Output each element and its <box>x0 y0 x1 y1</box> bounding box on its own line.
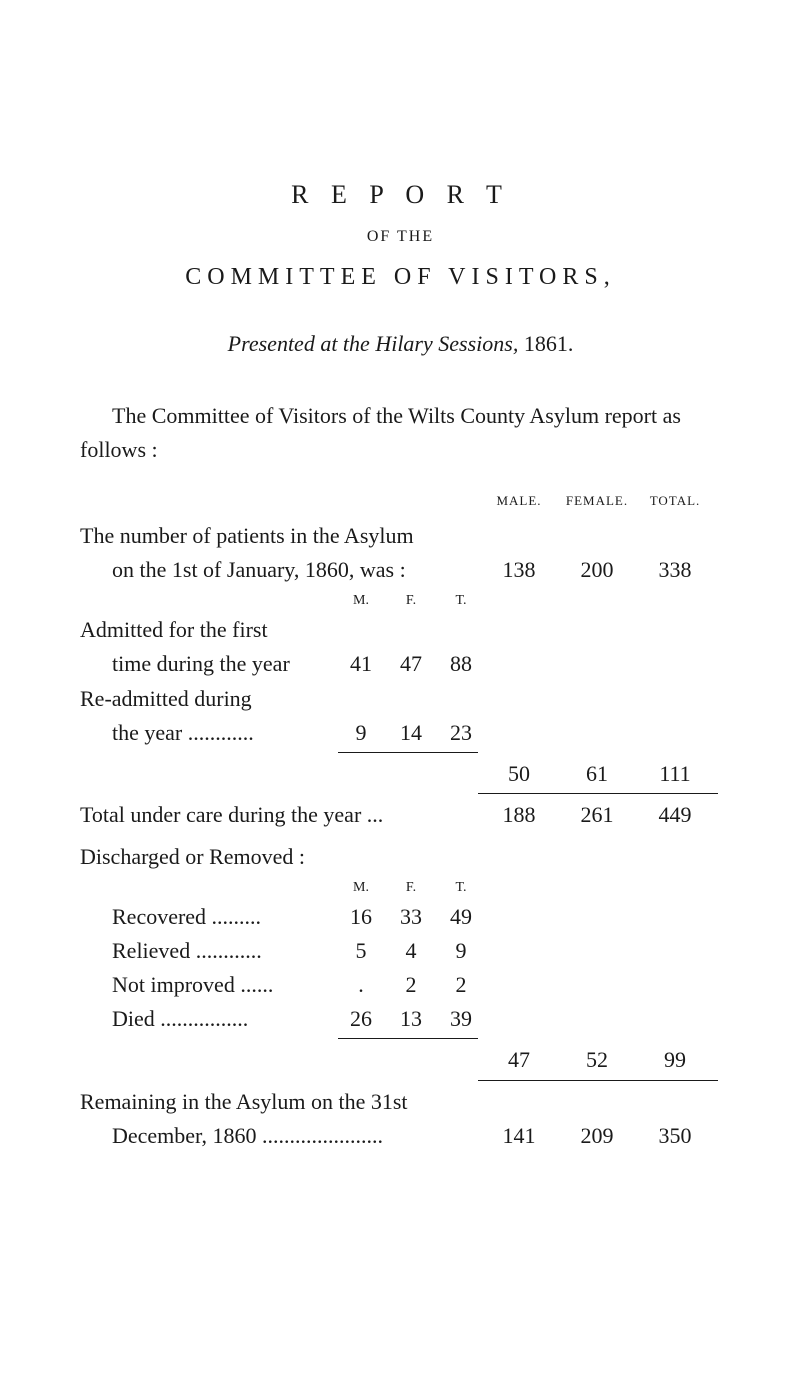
relieved-f: 4 <box>386 934 436 968</box>
admitted-m: 41 <box>336 647 386 681</box>
not-improved-t: 2 <box>436 968 486 1002</box>
remaining-row: December, 1860 ...................... 14… <box>80 1119 721 1153</box>
report-title: R E P O R T <box>80 180 721 210</box>
not-improved-f: 2 <box>386 968 436 1002</box>
recovered-f: 33 <box>386 900 436 934</box>
remaining-line2: December, 1860 ...................... <box>80 1119 480 1153</box>
divider-2 <box>478 793 718 794</box>
presented-prefix: Presented at the Hilary Sessions, <box>228 331 524 356</box>
num-patients-total: 338 <box>636 553 714 587</box>
recovered-row: Recovered ......... 16 33 49 <box>80 900 721 934</box>
total-under-care-total: 449 <box>636 798 714 832</box>
relieved-m: 5 <box>336 934 386 968</box>
subtotal1-row: 50 61 111 <box>80 757 721 791</box>
readmitted-m: 9 <box>336 716 386 750</box>
subtotal1-total: 111 <box>636 757 714 791</box>
died-m: 26 <box>336 1002 386 1036</box>
relieved-t: 9 <box>436 934 486 968</box>
mft-f-1: F. <box>386 593 436 609</box>
readmitted-f: 14 <box>386 716 436 750</box>
total-under-care-male: 188 <box>480 798 558 832</box>
admitted-row: time during the year 41 47 88 <box>80 647 721 681</box>
num-patients-line1: The number of patients in the Asylum <box>80 519 721 553</box>
relieved-label: Relieved ............ <box>80 934 336 968</box>
subtotal2-female: 52 <box>558 1043 636 1077</box>
mft-headers-1: M. F. T. <box>80 593 721 609</box>
subtotal2-row: 47 52 99 <box>80 1043 721 1077</box>
not-improved-row: Not improved ...... . 2 2 <box>80 968 721 1002</box>
presented-year: 1861. <box>524 331 574 356</box>
header-total: TOTAL. <box>636 493 714 509</box>
recovered-label: Recovered ......... <box>80 900 336 934</box>
committee-title: COMMITTEE OF VISITORS, <box>80 264 721 291</box>
header-female: FEMALE. <box>558 493 636 509</box>
intro-paragraph: The Committee of Visitors of the Wilts C… <box>80 399 721 467</box>
subtotal1-male: 50 <box>480 757 558 791</box>
admitted-t: 88 <box>436 647 486 681</box>
mft-m-2: M. <box>336 880 386 896</box>
died-f: 13 <box>386 1002 436 1036</box>
readmitted-line1: Re-admitted during <box>80 682 721 716</box>
not-improved-label: Not improved ...... <box>80 968 336 1002</box>
remaining-total: 350 <box>636 1119 714 1153</box>
discharged-header: Discharged or Removed : <box>80 840 721 874</box>
readmitted-t: 23 <box>436 716 486 750</box>
remaining-female: 209 <box>558 1119 636 1153</box>
num-patients-row: on the 1st of January, 1860, was : 138 2… <box>80 553 721 587</box>
num-patients-female: 200 <box>558 553 636 587</box>
divider-4 <box>478 1080 718 1081</box>
mft-headers-2: M. F. T. <box>80 880 721 896</box>
admitted-f: 47 <box>386 647 436 681</box>
mft-m-1: M. <box>336 593 386 609</box>
not-improved-m: . <box>336 968 386 1002</box>
num-patients-male: 138 <box>480 553 558 587</box>
of-the-subtitle: OF THE <box>80 228 721 246</box>
num-patients-line2: on the 1st of January, 1860, was : <box>80 553 480 587</box>
relieved-row: Relieved ............ 5 4 9 <box>80 934 721 968</box>
readmitted-line2: the year ............ <box>80 716 336 750</box>
total-under-care-female: 261 <box>558 798 636 832</box>
admitted-line1: Admitted for the first <box>80 613 721 647</box>
mft-f-2: F. <box>386 880 436 896</box>
divider-3 <box>338 1038 478 1039</box>
died-t: 39 <box>436 1002 486 1036</box>
main-column-headers: MALE. FEMALE. TOTAL. <box>80 493 721 509</box>
divider-1 <box>338 752 478 753</box>
died-label: Died ................ <box>80 1002 336 1036</box>
header-male: MALE. <box>480 493 558 509</box>
subtotal1-female: 61 <box>558 757 636 791</box>
total-under-care-row: Total under care during the year ... 188… <box>80 798 721 832</box>
total-under-care-label: Total under care during the year ... <box>80 798 480 832</box>
remaining-male: 141 <box>480 1119 558 1153</box>
recovered-m: 16 <box>336 900 386 934</box>
readmitted-row: the year ............ 9 14 23 <box>80 716 721 750</box>
died-row: Died ................ 26 13 39 <box>80 1002 721 1036</box>
mft-t-1: T. <box>436 593 486 609</box>
admitted-line2: time during the year <box>80 647 336 681</box>
mft-t-2: T. <box>436 880 486 896</box>
recovered-t: 49 <box>436 900 486 934</box>
presented-line: Presented at the Hilary Sessions, 1861. <box>80 331 721 357</box>
subtotal2-total: 99 <box>636 1043 714 1077</box>
remaining-line1: Remaining in the Asylum on the 31st <box>80 1085 721 1119</box>
subtotal2-male: 47 <box>480 1043 558 1077</box>
